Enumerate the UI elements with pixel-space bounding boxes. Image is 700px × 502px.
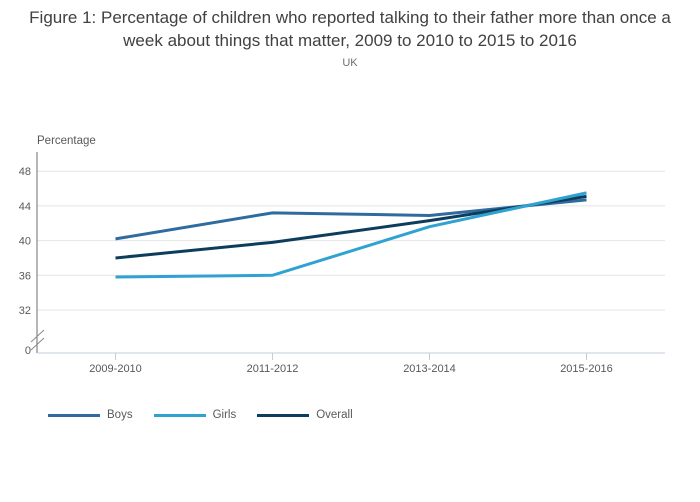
legend-swatch-overall xyxy=(257,413,310,417)
chart-title: Figure 1: Percentage of children who rep… xyxy=(29,8,671,50)
x-axis-ticks: 2009-2010 2011-2012 2013-2014 2015-2016 xyxy=(89,353,613,375)
legend-label: Overall xyxy=(316,409,353,421)
x-tick-label: 2009-2010 xyxy=(89,363,142,375)
chart-legend: Boys Girls Overall xyxy=(48,409,353,421)
gridlines xyxy=(37,170,665,311)
legend-swatch-girls xyxy=(153,413,206,417)
y-tick-label: 44 xyxy=(19,201,31,213)
legend-item-boys[interactable]: Boys xyxy=(48,409,133,421)
legend-swatch-boys xyxy=(48,413,100,417)
y-tick-label: 36 xyxy=(19,270,31,282)
y-axis-title: Percentage xyxy=(37,135,96,147)
y-tick-label: 48 xyxy=(19,166,31,178)
x-tick-label: 2013-2014 xyxy=(403,363,456,375)
x-tick-label: 2011-2012 xyxy=(247,363,299,375)
y-tick-label: 40 xyxy=(19,236,31,248)
legend-item-overall[interactable]: Overall xyxy=(257,409,353,421)
y-tick-label: 0 xyxy=(25,345,31,357)
legend-label: Girls xyxy=(212,409,237,421)
legend-item-girls[interactable]: Girls xyxy=(153,409,237,421)
axis-break-icon xyxy=(30,329,45,351)
series-lines xyxy=(115,191,587,279)
y-tick-label: 32 xyxy=(19,305,31,317)
y-axis-tick-labels: 0 32 36 40 44 48 xyxy=(19,166,31,357)
line-chart-plot-area: 2009-2010 2011-2012 2013-2014 2015-2016 0 32… xyxy=(19,152,665,375)
series-line-girls xyxy=(115,191,587,279)
legend-label: Boys xyxy=(107,409,133,421)
x-tick-label: 2015-2016 xyxy=(560,363,613,375)
chart-subtitle: UK xyxy=(342,57,358,69)
